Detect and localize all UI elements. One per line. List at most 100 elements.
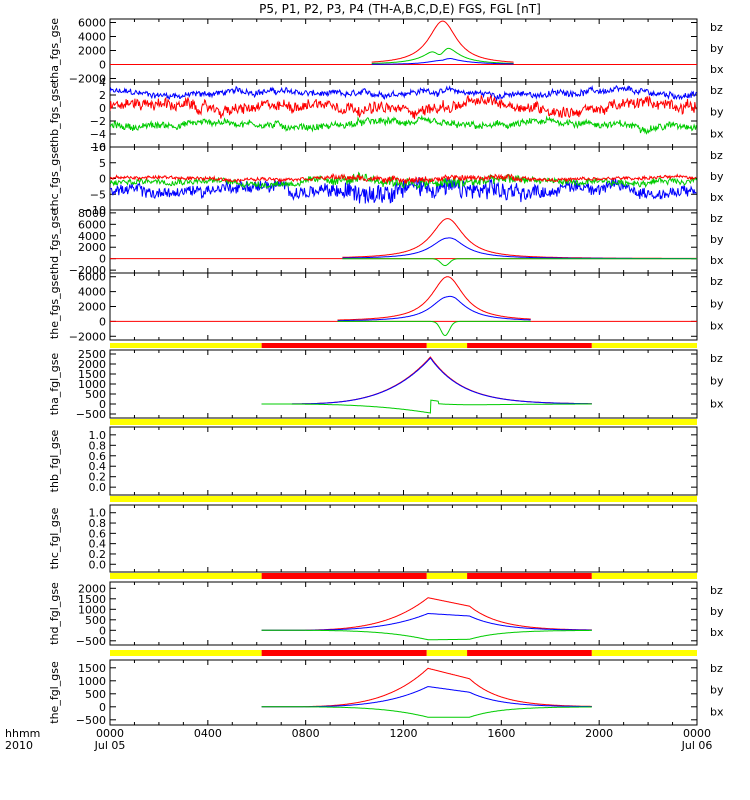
y-tick-label: 0 xyxy=(99,315,106,328)
y-axis-label: thc_fgs_gse xyxy=(48,146,61,211)
y-tick-label: 2000 xyxy=(78,301,106,314)
y-tick-label: 4000 xyxy=(78,230,106,243)
y-tick-label: 0.0 xyxy=(89,481,107,494)
y-axis-label: thd_fgl_gse xyxy=(48,582,61,645)
y-tick-label: 2000 xyxy=(78,241,106,254)
y-tick-label: 5 xyxy=(99,157,106,170)
y-tick-label: −5 xyxy=(90,188,106,201)
y-tick-label: 1500 xyxy=(78,593,106,606)
y-tick-label: −500 xyxy=(76,714,106,727)
legend-by: by xyxy=(710,42,724,55)
y-tick-label: 2 xyxy=(99,89,106,102)
y-tick-label: 0 xyxy=(99,701,106,714)
legend-bx: bx xyxy=(710,320,724,333)
y-tick-label: 1000 xyxy=(78,603,106,616)
series-by-line xyxy=(337,320,531,337)
mode-bar-segment-red xyxy=(261,573,427,579)
series-group xyxy=(110,84,697,135)
series-group xyxy=(110,276,697,337)
time-axis-header-hhmm: hhmm xyxy=(5,727,40,740)
y-axis-label: thb_fgs_gse xyxy=(48,82,61,148)
legend-by: by xyxy=(710,233,724,246)
series-group xyxy=(261,667,592,718)
mode-bar xyxy=(110,573,697,579)
y-tick-label: −2 xyxy=(90,115,106,128)
mode-bar-segment-yellow xyxy=(591,343,697,348)
series-bz-line xyxy=(261,356,592,405)
mode-bar-segment-yellow xyxy=(426,343,468,348)
y-tick-label: 0 xyxy=(99,253,106,266)
series-bx-line xyxy=(110,84,697,102)
series-group xyxy=(110,218,697,267)
time-tick-label: 0400 xyxy=(194,727,222,740)
y-tick-label: 1500 xyxy=(78,662,106,675)
y-axis-label: tha_fgs_gse xyxy=(48,18,61,83)
y-tick-label: 2000 xyxy=(78,45,106,58)
series-bz-line xyxy=(337,276,531,321)
y-tick-label: 1.0 xyxy=(89,429,107,442)
y-tick-label: −500 xyxy=(76,635,106,648)
date-tick-label: Jul 06 xyxy=(681,739,713,752)
mode-bar-segment-yellow xyxy=(591,650,697,656)
mode-bar-segment-yellow xyxy=(110,650,262,656)
legend-by: by xyxy=(710,170,724,183)
series-bz-line xyxy=(371,20,514,63)
series-group xyxy=(261,597,592,641)
y-tick-label: −6 xyxy=(90,141,106,154)
y-tick-label: 0.6 xyxy=(89,450,107,463)
legend-bz: bz xyxy=(710,584,723,597)
y-tick-label: −2000 xyxy=(69,264,106,277)
y-tick-label: 0.4 xyxy=(89,460,107,473)
panel-thc_fgs_gse: −10 −5 0 5 10 thc_fgs_gse bz by bx xyxy=(48,141,724,217)
mode-bar-segment-red xyxy=(467,343,592,348)
mode-bar-segment-yellow xyxy=(426,650,468,656)
series-bx-line xyxy=(337,295,531,322)
y-tick-label: 2500 xyxy=(78,348,106,361)
date-tick-label: Jul 05 xyxy=(94,739,126,752)
series-bx-line xyxy=(261,685,592,708)
mode-bar-segment-red xyxy=(467,650,592,656)
legend-bz: bz xyxy=(710,275,723,288)
y-tick-label: 8000 xyxy=(78,207,106,220)
legend-by: by xyxy=(710,684,724,697)
legend-bz: bz xyxy=(710,212,723,225)
time-tick-label: 0000 xyxy=(96,727,124,740)
y-tick-label: 0.0 xyxy=(89,558,107,571)
panel-frame xyxy=(109,426,698,496)
series-by-line xyxy=(261,706,592,718)
y-tick-label: 1000 xyxy=(78,675,106,688)
legend-bz: bz xyxy=(710,84,723,97)
series-group xyxy=(261,356,592,414)
y-axis-label: the_fgs_gse xyxy=(48,274,61,339)
legend-bz: bz xyxy=(710,149,723,162)
series-by-line xyxy=(342,258,697,267)
y-tick-label: 6000 xyxy=(78,17,106,30)
y-tick-label: 500 xyxy=(85,614,106,627)
panel-frame xyxy=(109,504,698,573)
legend-by: by xyxy=(710,297,724,310)
legend-bz: bz xyxy=(710,662,723,675)
mode-bar-segment-yellow xyxy=(110,573,262,579)
y-tick-label: 0 xyxy=(99,102,106,115)
mode-bar-segment-red xyxy=(261,343,427,348)
mode-bar xyxy=(110,496,697,502)
time-tick-label: 2000 xyxy=(585,727,613,740)
time-tick-label: 0800 xyxy=(292,727,320,740)
mode-bar-segment-red xyxy=(467,573,592,579)
y-tick-label: 0.2 xyxy=(89,471,107,484)
series-bx-line xyxy=(110,177,697,204)
y-tick-label: −4 xyxy=(90,128,106,141)
y-tick-label: 0.8 xyxy=(89,439,107,452)
y-tick-label: 500 xyxy=(85,388,106,401)
series-by-line xyxy=(110,114,697,135)
y-axis-label: thc_fgl_gse xyxy=(48,507,61,569)
series-bz-line xyxy=(110,94,697,120)
y-tick-label: 1.0 xyxy=(89,507,107,520)
y-tick-label: −2000 xyxy=(69,73,106,86)
series-by-line xyxy=(261,399,592,414)
y-tick-label: −2000 xyxy=(69,330,106,343)
mode-bar xyxy=(110,419,697,425)
y-tick-label: 0 xyxy=(99,59,106,72)
